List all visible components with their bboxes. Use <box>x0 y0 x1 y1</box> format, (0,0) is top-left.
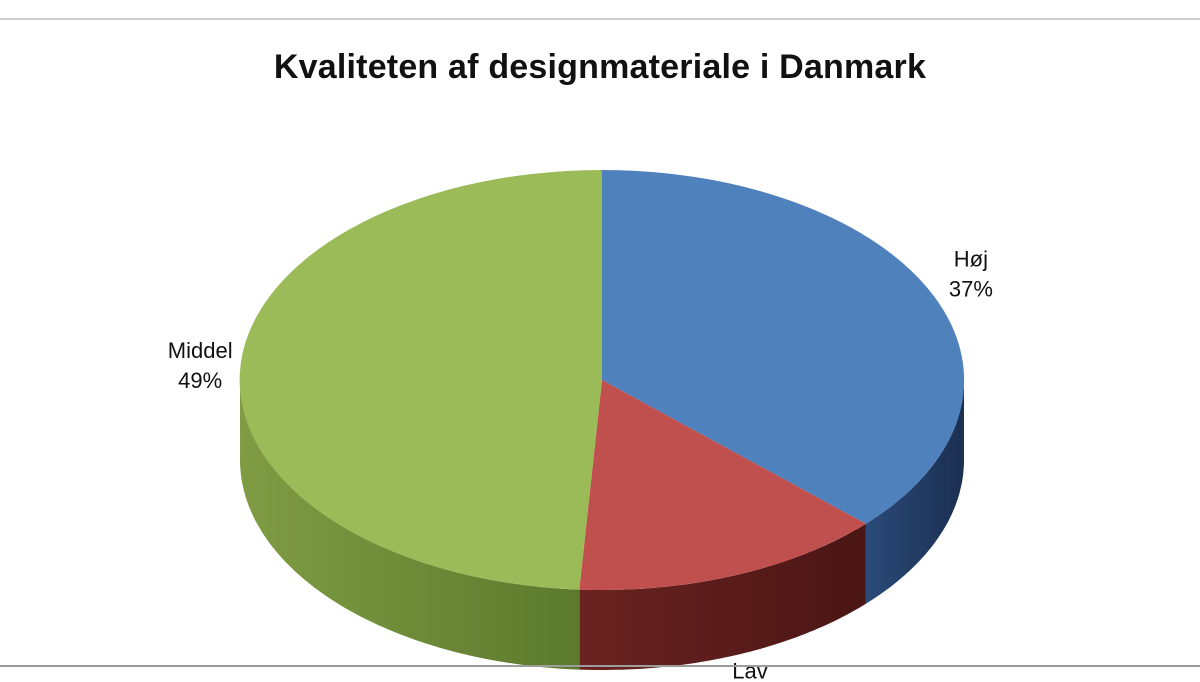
slice-value-middel: 49% <box>178 368 222 393</box>
pie-tops <box>239 169 965 591</box>
slice-middel <box>239 169 602 590</box>
slice-høj <box>602 170 965 524</box>
slice-lav <box>579 380 866 591</box>
slice-label-middel: Middel <box>168 338 233 363</box>
slice-label-høj: Høj <box>954 247 988 272</box>
top-border <box>0 18 1200 20</box>
slice-value-høj: 37% <box>949 277 993 302</box>
slice-side-lav <box>579 523 866 670</box>
slice-label-lav: Lav <box>732 658 767 682</box>
chart-title: Kvaliteten af designmateriale i Danmark <box>273 48 927 86</box>
slice-side-middel <box>240 380 580 670</box>
slice-side-høj <box>865 380 964 604</box>
pie-sides <box>240 380 964 670</box>
bottom-border <box>0 665 1200 667</box>
